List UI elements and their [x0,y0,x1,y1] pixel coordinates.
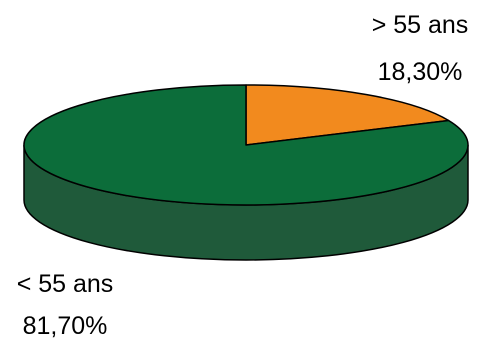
slice-label-younger: < 55 ans [17,270,114,298]
pie-slice-younger [23,84,469,206]
slice-value-older: 18,30% [378,58,463,86]
pie-slice-older [245,84,450,146]
pie-tops [23,84,469,206]
slice-label-older: > 55 ans [372,11,469,39]
slice-value-younger: 81,70% [23,312,108,340]
